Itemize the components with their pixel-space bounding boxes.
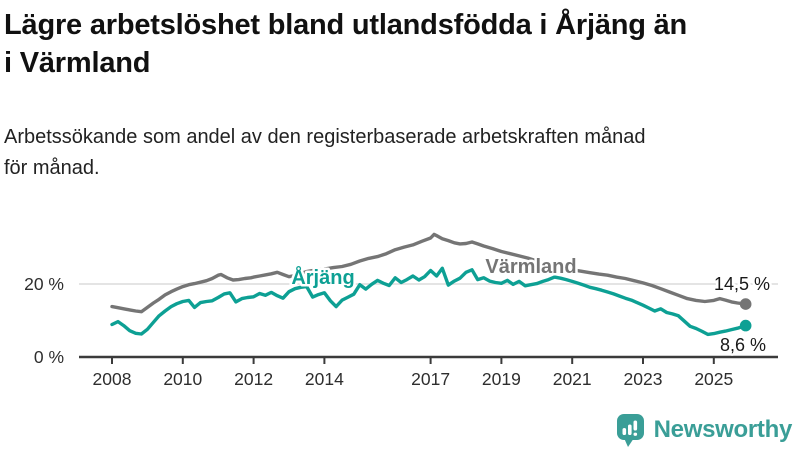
page-subtitle: Arbetssökande som andel av den registerb… — [4, 122, 784, 184]
series-label-värmland: Värmland — [485, 256, 576, 278]
series-end-dot-årjäng — [739, 319, 752, 332]
x-tick-label: 2023 — [624, 369, 663, 389]
newsworthy-logo: Newsworthy — [615, 410, 792, 450]
series-end-value-årjäng: 8,6 % — [720, 335, 766, 355]
x-tick-label: 2019 — [482, 369, 521, 389]
page-title: Lägre arbetslöshet bland utlandsfödda i … — [4, 6, 784, 82]
series-end-value-värmland: 14,5 % — [714, 274, 770, 294]
newsworthy-logo-text: Newsworthy — [653, 416, 793, 443]
x-tick-label: 2012 — [234, 369, 273, 389]
page-subtitle-line1: Arbetssökande som andel av den registerb… — [4, 126, 646, 148]
newsworthy-bar-chart-bubble-icon — [616, 414, 644, 447]
series-line-värmland — [110, 232, 748, 314]
page-title-line1: Lägre arbetslöshet bland utlandsfödda i … — [4, 9, 688, 41]
series-end-dot-värmland — [739, 298, 752, 310]
x-tick-label: 2021 — [553, 369, 592, 389]
page-title-line2: i Värmland — [4, 47, 151, 79]
x-tick-label: 2010 — [163, 369, 202, 389]
x-tick-label: 2025 — [694, 369, 733, 389]
x-tick-label: 2014 — [305, 369, 344, 389]
series-line-årjäng — [110, 266, 748, 337]
y-tick-label: 0 % — [34, 347, 64, 367]
series-label-årjäng: Årjäng — [291, 265, 354, 289]
x-tick-label: 2008 — [93, 369, 132, 389]
page-subtitle-line2: för månad. — [4, 157, 100, 179]
y-tick-label: 20 % — [24, 274, 64, 294]
x-tick-label: 2017 — [411, 369, 450, 389]
